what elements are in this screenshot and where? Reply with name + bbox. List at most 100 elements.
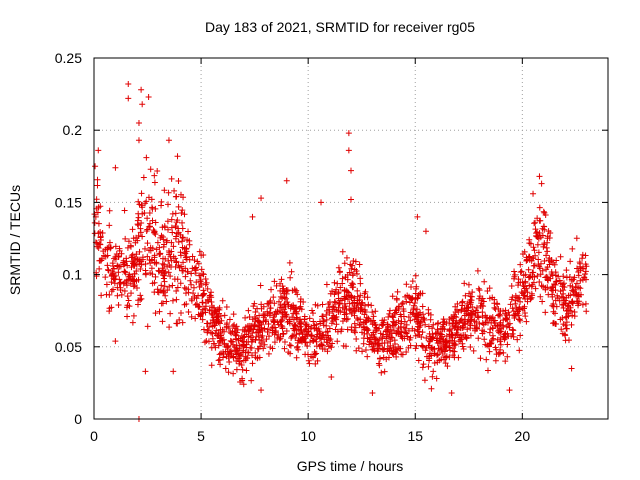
data-point xyxy=(402,293,409,300)
data-point xyxy=(425,323,432,330)
data-point xyxy=(162,255,169,262)
data-point xyxy=(144,215,151,222)
data-point xyxy=(361,311,368,318)
data-point xyxy=(114,262,121,269)
data-point xyxy=(494,322,501,329)
data-point xyxy=(326,304,333,311)
data-point xyxy=(446,320,453,327)
data-point xyxy=(171,187,178,194)
data-point xyxy=(215,313,222,320)
data-point xyxy=(480,298,487,305)
data-point xyxy=(293,354,300,361)
data-point xyxy=(296,330,303,337)
data-point xyxy=(429,325,436,332)
data-point xyxy=(156,251,163,258)
data-point xyxy=(467,313,474,320)
data-point xyxy=(418,334,425,341)
data-point xyxy=(270,314,277,321)
data-point xyxy=(124,244,131,251)
data-point xyxy=(208,329,215,336)
data-point xyxy=(433,375,440,382)
data-point xyxy=(400,313,407,320)
data-point xyxy=(193,279,200,286)
data-point xyxy=(200,326,207,333)
data-point xyxy=(440,336,447,343)
data-point xyxy=(104,266,111,273)
data-point xyxy=(216,338,223,345)
data-point xyxy=(521,310,528,317)
data-point xyxy=(386,333,393,340)
data-point xyxy=(135,119,142,126)
data-point xyxy=(337,297,344,304)
data-point xyxy=(95,147,102,154)
data-point xyxy=(565,303,572,310)
data-point xyxy=(523,257,530,264)
data-point xyxy=(418,342,425,349)
data-point xyxy=(369,321,376,328)
data-point xyxy=(181,211,188,218)
data-point xyxy=(411,327,418,334)
data-point xyxy=(174,320,181,327)
data-point xyxy=(386,345,393,352)
data-point xyxy=(569,312,576,319)
data-point xyxy=(553,320,560,327)
data-point xyxy=(541,258,548,265)
data-point xyxy=(409,278,416,285)
data-point xyxy=(230,311,237,318)
data-point xyxy=(328,374,335,381)
data-point xyxy=(243,367,250,374)
data-point xyxy=(549,284,556,291)
data-point xyxy=(359,348,366,355)
data-point xyxy=(563,274,570,281)
data-point xyxy=(493,346,500,353)
data-point xyxy=(554,295,561,302)
data-point xyxy=(562,314,569,321)
data-point xyxy=(240,357,247,364)
data-point xyxy=(221,341,228,348)
data-point xyxy=(104,262,111,269)
data-point xyxy=(154,239,161,246)
data-point xyxy=(254,355,261,362)
data-point xyxy=(371,334,378,341)
data-point xyxy=(154,286,161,293)
data-point xyxy=(294,343,301,350)
data-point xyxy=(202,275,209,282)
data-point xyxy=(390,322,397,329)
data-point xyxy=(249,338,256,345)
data-point xyxy=(282,295,289,302)
data-point xyxy=(165,189,172,196)
data-point xyxy=(278,317,285,324)
data-point xyxy=(419,303,426,310)
data-point xyxy=(184,237,191,244)
data-point xyxy=(567,308,574,315)
data-point xyxy=(181,301,188,308)
data-point xyxy=(368,302,375,309)
data-point xyxy=(569,245,576,252)
data-point xyxy=(284,299,291,306)
data-point xyxy=(231,321,238,328)
data-point xyxy=(288,268,295,275)
data-point xyxy=(475,335,482,342)
data-point xyxy=(360,324,367,331)
data-point xyxy=(573,265,580,272)
data-point xyxy=(307,339,314,346)
data-point xyxy=(517,261,524,268)
data-point xyxy=(543,273,550,280)
data-point xyxy=(248,322,255,329)
data-point xyxy=(473,325,480,332)
data-point xyxy=(251,300,258,307)
data-point xyxy=(94,176,101,183)
data-point xyxy=(169,210,176,217)
data-point xyxy=(209,335,216,342)
data-point xyxy=(149,204,156,211)
data-point xyxy=(419,343,426,350)
data-point xyxy=(373,326,380,333)
data-point xyxy=(460,346,467,353)
data-point xyxy=(240,341,247,348)
data-point xyxy=(362,346,369,353)
data-point xyxy=(137,266,144,273)
data-point xyxy=(281,338,288,345)
chart-title: Day 183 of 2021, SRMTID for receiver rg0… xyxy=(205,19,475,35)
data-point xyxy=(323,334,330,341)
data-point xyxy=(560,294,567,301)
